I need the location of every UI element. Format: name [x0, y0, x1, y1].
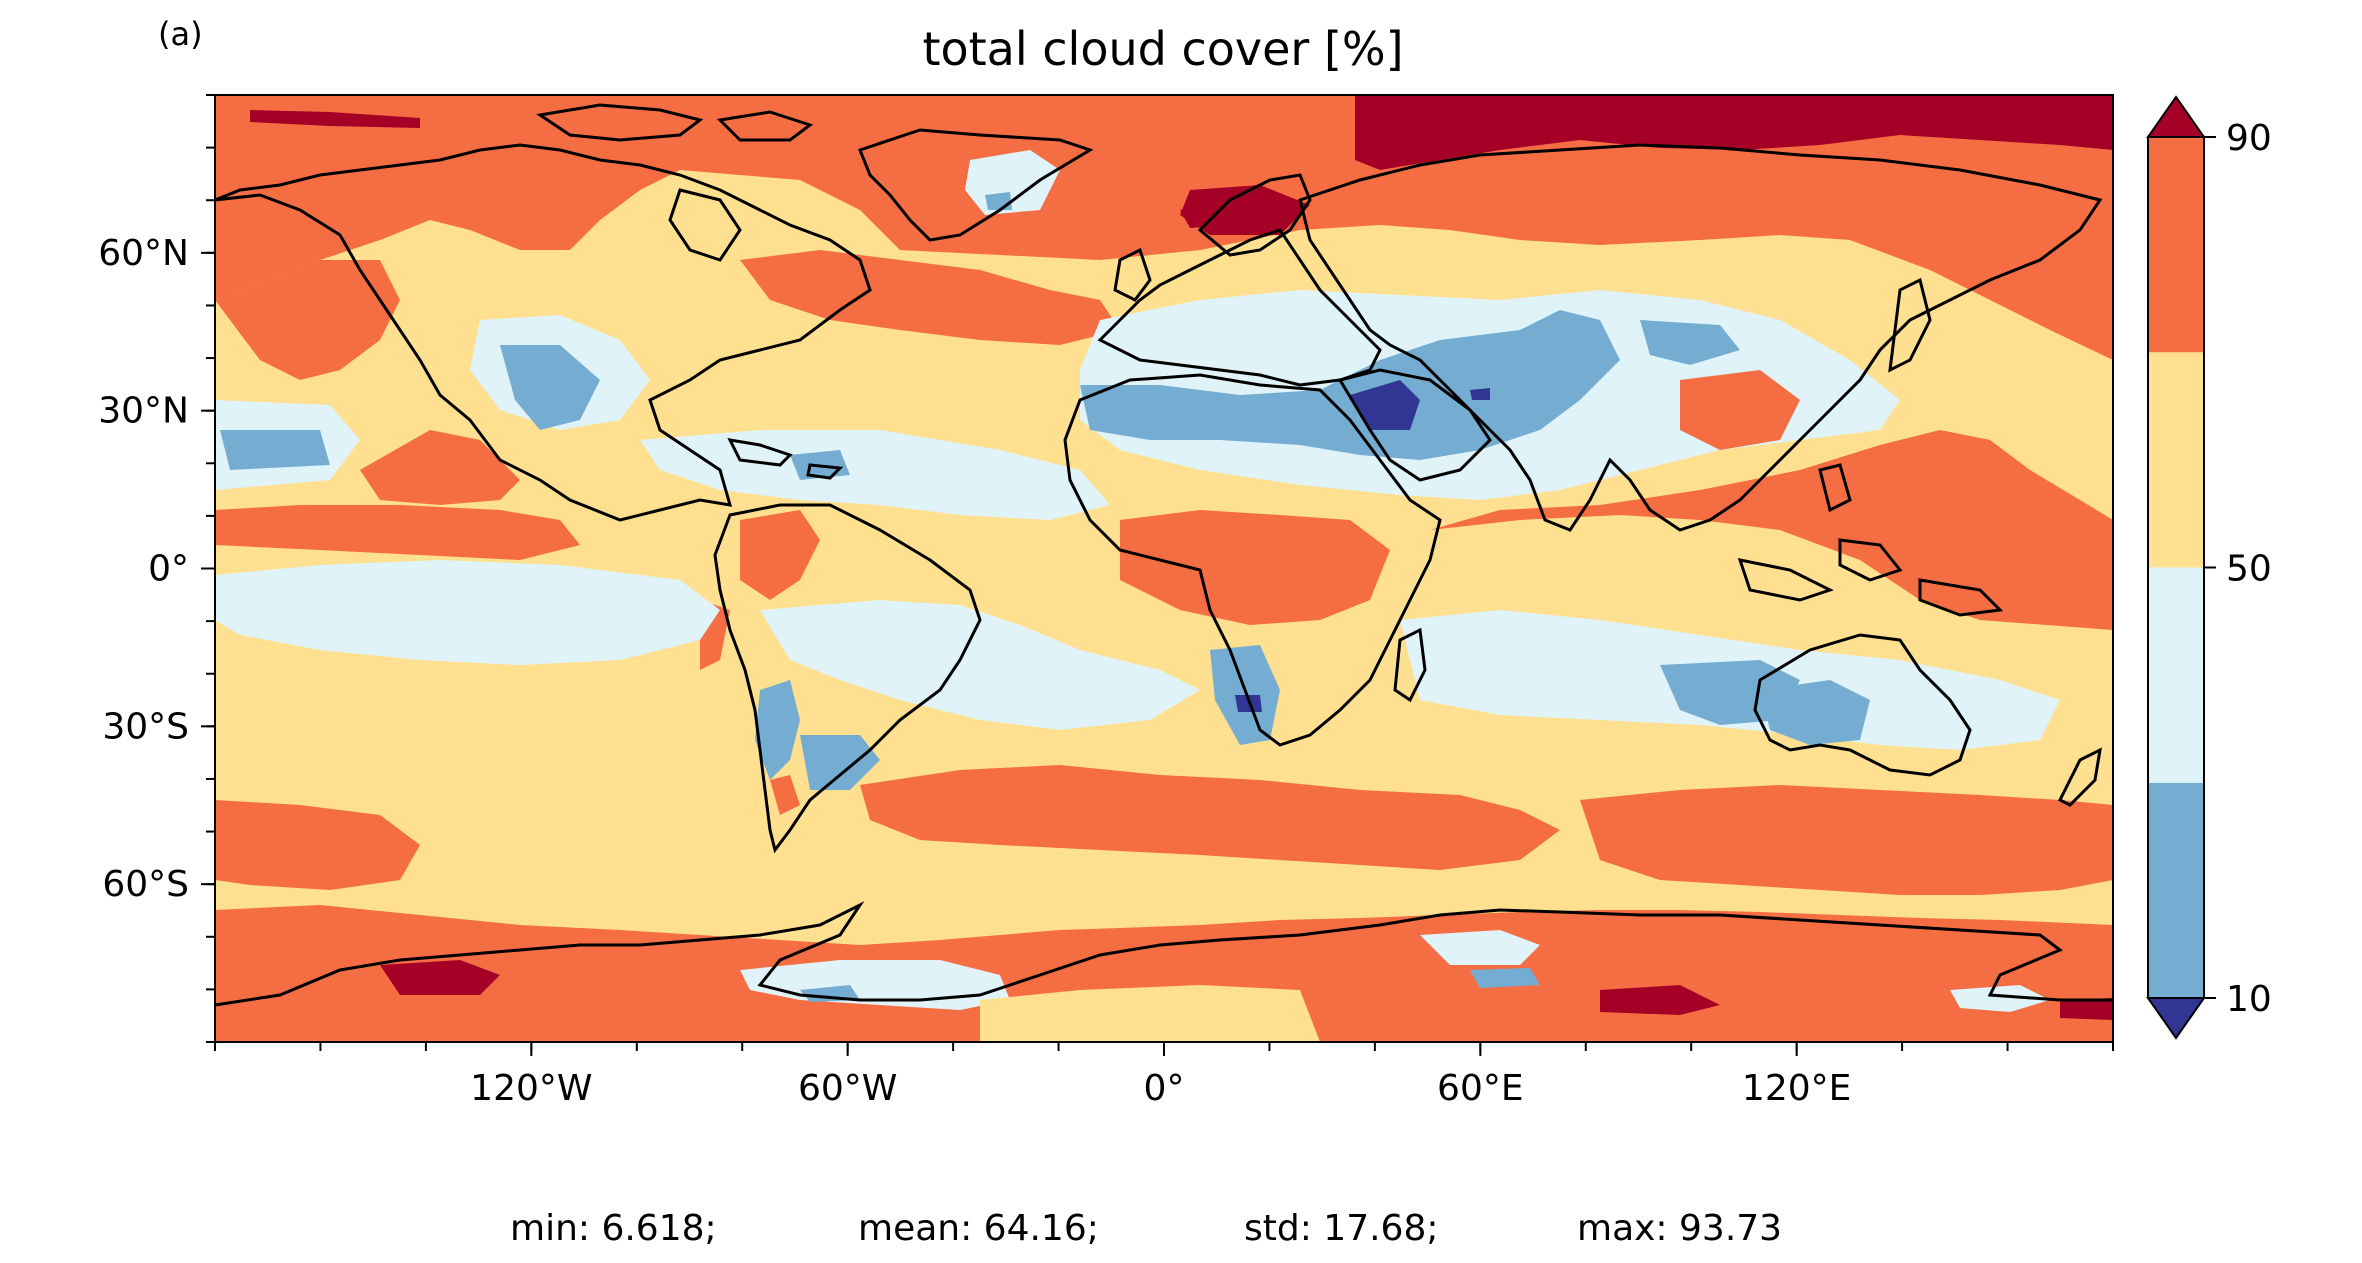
- field-patagonia-orange: [770, 775, 800, 815]
- coast-africa: [1063, 373, 1442, 747]
- latitude-axis: 60°N 30°N 0° 30°S 60°S: [98, 94, 215, 1043]
- field-eq-orange-nepac: [360, 430, 520, 505]
- field-eq-orange-pacific: [215, 505, 580, 560]
- colorbar: 90 50 10: [2146, 95, 2272, 1040]
- field-eq-orange-atlantic: [1120, 510, 1390, 625]
- stat-std: std: 17.68;: [1244, 1208, 1438, 1249]
- colorbar-tick-label: 50: [2226, 549, 2272, 590]
- coast-europe: [1097, 228, 1382, 387]
- colorbar-over-triangle: [2146, 95, 2206, 138]
- cloud-cover-field: [215, 95, 2113, 1042]
- lon-tick-label: 120°E: [1742, 1068, 1851, 1109]
- field-australia-blue: [1760, 680, 1870, 745]
- coast-uk: [1113, 247, 1152, 302]
- field-china-orange: [1680, 370, 1800, 450]
- field-eant-over: [1600, 985, 1720, 1015]
- colorbar-bin: [2148, 567, 2204, 783]
- field-antarctica-blue-east: [1470, 968, 1540, 988]
- map-title: total cloud cover [%]: [922, 22, 1403, 76]
- field-catlantic-light: [640, 430, 1110, 520]
- coast-asia: [1298, 143, 2103, 532]
- field-eq-orange-indian: [1430, 430, 2113, 630]
- field-arabia-under: [1350, 380, 1420, 430]
- coast-south-america: [713, 503, 982, 854]
- field-greenland-over: [250, 110, 420, 128]
- field-asia-blue: [1640, 320, 1740, 365]
- field-arctic-over: [1355, 95, 2113, 170]
- stats-line: min: 6.618; mean: 64.16; std: 17.68; max…: [510, 1208, 1782, 1249]
- lat-tick-label: 60°S: [102, 864, 189, 905]
- lon-tick-label: 60°E: [1437, 1068, 1524, 1109]
- field-ross-over: [380, 960, 500, 995]
- field-far-over: [2060, 998, 2113, 1020]
- colorbar-bin: [2148, 352, 2204, 568]
- lat-tick-label: 30°S: [102, 706, 189, 747]
- stat-mean: mean: 64.16;: [858, 1208, 1099, 1249]
- colorbar-under-triangle: [2146, 997, 2206, 1040]
- field-ntropics-blue-west: [220, 430, 330, 470]
- coast-arabia: [1337, 368, 1492, 482]
- coast-antarctica: [215, 901, 2113, 1007]
- lat-tick-label: 60°N: [98, 233, 189, 274]
- coast-indonesia: [1737, 463, 2004, 617]
- colorbar-bin: [2148, 137, 2204, 353]
- field-antarctic-rim-orange: [215, 905, 2113, 960]
- field-eq-light-pacific: [215, 560, 720, 665]
- lat-tick-label: 0°: [148, 549, 189, 590]
- coast-japan: [1888, 277, 1932, 373]
- lon-tick-label: 60°W: [798, 1068, 897, 1109]
- coast-caribbean: [727, 438, 844, 480]
- stat-min: min: 6.618;: [510, 1208, 717, 1249]
- field-antarctica-light-far: [1950, 985, 2050, 1012]
- stat-max: max: 93.73: [1577, 1208, 1782, 1249]
- coastlines: [215, 103, 2113, 1007]
- coast-hudson-bay: [668, 188, 742, 262]
- field-npacific-orange: [215, 260, 400, 380]
- lon-tick-label: 120°W: [470, 1068, 592, 1109]
- lon-tick-label: 0°: [1144, 1068, 1185, 1109]
- field-greenland-blue: [985, 192, 1012, 210]
- field-arctic-orange: [215, 95, 2113, 360]
- field-satlantic-orange: [860, 765, 1560, 870]
- lat-tick-label: 30°N: [98, 391, 189, 432]
- field-antarctica-light-south: [980, 985, 1320, 1042]
- field-sindian-orange: [1580, 785, 2113, 895]
- map-panel: 120°W 60°W 0° 60°E 120°E 60°N 30°N 0° 30°S 60°S: [98, 94, 2114, 1109]
- field-namerica-blue: [500, 345, 600, 430]
- field-iran-under: [1470, 388, 1490, 400]
- field-samerica-blue: [755, 680, 800, 780]
- field-antarctica-light-east: [1420, 930, 1540, 965]
- field-amazon-orange: [740, 510, 820, 600]
- coast-arctic-islands: [536, 103, 814, 142]
- coast-north-america: [215, 143, 872, 522]
- longitude-axis: 120°W 60°W 0° 60°E 120°E: [214, 1042, 2114, 1109]
- coast-australia: [1753, 633, 1972, 777]
- field-eq-light-atlantic: [760, 600, 1200, 730]
- colorbar-tick-label: 90: [2226, 118, 2272, 159]
- colorbar-bin: [2148, 782, 2204, 998]
- field-patagonia-blue: [800, 735, 880, 790]
- field-sahara-blue: [1080, 310, 1620, 460]
- coast-new-zealand: [2057, 747, 2102, 807]
- field-natlantic-orange: [740, 250, 1120, 345]
- panel-label: (a): [158, 15, 203, 53]
- field-southern-orange: [215, 800, 420, 890]
- coast-greenland: [858, 128, 1094, 242]
- coast-madagascar: [1393, 627, 1427, 703]
- colorbar-tick-label: 10: [2226, 979, 2272, 1020]
- coast-scandinavia: [1197, 173, 1312, 257]
